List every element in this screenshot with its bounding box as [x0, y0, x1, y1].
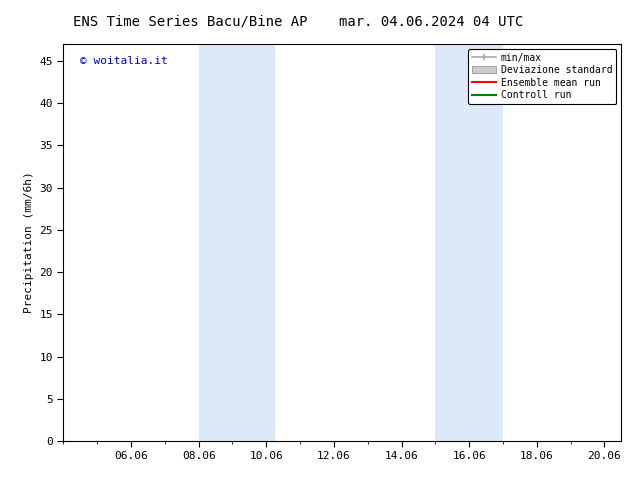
- Text: © woitalia.it: © woitalia.it: [80, 56, 168, 66]
- Bar: [198, 44, 275, 441]
- Legend: min/max, Deviazione standard, Ensemble mean run, Controll run: min/max, Deviazione standard, Ensemble m…: [468, 49, 616, 104]
- Text: ENS Time Series Bacu/Bine AP: ENS Time Series Bacu/Bine AP: [73, 15, 307, 29]
- Bar: [436, 44, 503, 441]
- Text: mar. 04.06.2024 04 UTC: mar. 04.06.2024 04 UTC: [339, 15, 523, 29]
- Y-axis label: Precipitation (mm/6h): Precipitation (mm/6h): [24, 172, 34, 314]
